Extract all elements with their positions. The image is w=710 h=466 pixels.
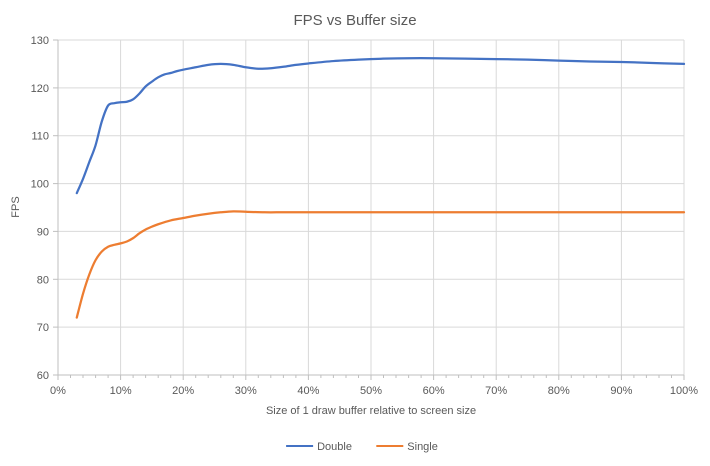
x-tick-label: 20% bbox=[172, 385, 194, 397]
x-tick-label: 50% bbox=[360, 385, 382, 397]
y-tick-label: 100 bbox=[31, 179, 49, 191]
series-line-single bbox=[75, 210, 686, 319]
grid-layer bbox=[58, 39, 685, 375]
y-axis-title: FPS bbox=[10, 196, 22, 217]
y-tick-label: 90 bbox=[37, 226, 49, 238]
legend-label-single: Single bbox=[407, 441, 438, 453]
x-tick-label: 80% bbox=[548, 385, 570, 397]
legend-label-double: Double bbox=[317, 441, 352, 453]
y-tick-label: 130 bbox=[31, 35, 49, 47]
y-tick-label: 60 bbox=[37, 370, 49, 382]
series-line-double bbox=[75, 57, 686, 195]
x-tick-label: 30% bbox=[235, 385, 257, 397]
x-tick-label: 70% bbox=[485, 385, 507, 397]
series-layer bbox=[75, 57, 686, 319]
tick-label-layer: 60 70 80 90 100 110 120 130 0% 10% 20% 30% 40% 50% 60%… bbox=[31, 35, 699, 397]
axis-layer bbox=[53, 39, 685, 380]
y-tick-label: 110 bbox=[31, 131, 49, 143]
x-tick-label: 90% bbox=[610, 385, 632, 397]
x-tick-label: 40% bbox=[297, 385, 319, 397]
x-axis-title: Size of 1 draw buffer relative to screen… bbox=[266, 405, 476, 417]
y-tick-label: 70 bbox=[37, 322, 49, 334]
x-tick-label: 10% bbox=[110, 385, 132, 397]
x-tick-label: 100% bbox=[670, 385, 698, 397]
y-tick-label: 120 bbox=[31, 83, 49, 95]
legend: Double Single bbox=[286, 441, 438, 453]
y-tick-label: 80 bbox=[37, 274, 49, 286]
x-tick-label: 0% bbox=[50, 385, 66, 397]
x-tick-label: 60% bbox=[423, 385, 445, 397]
chart-title: FPS vs Buffer size bbox=[293, 12, 416, 29]
